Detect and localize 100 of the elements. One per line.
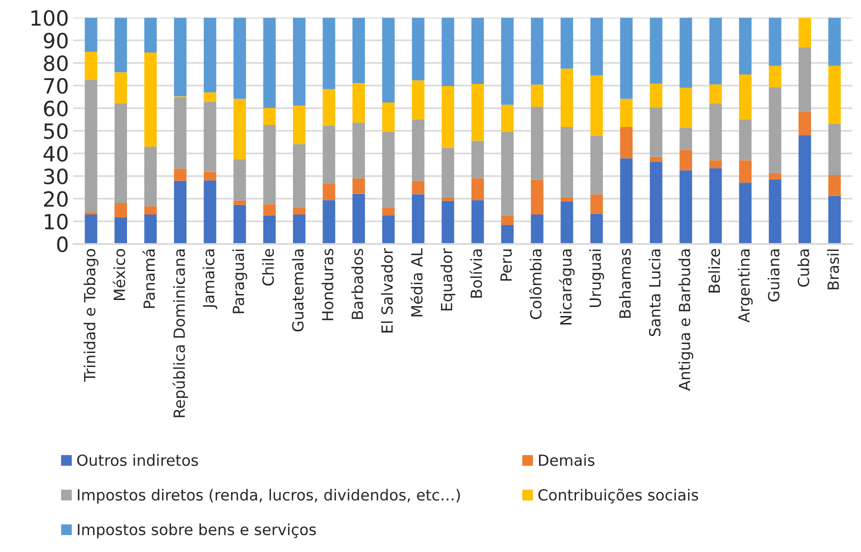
bar: [709, 84, 722, 104]
bar: [174, 18, 186, 96]
bar: [174, 168, 186, 181]
x-tick-label: Chile: [262, 248, 274, 286]
x-tick-label: Panamá: [142, 250, 155, 308]
bar: [768, 18, 782, 66]
bar: [620, 126, 633, 158]
bar: [84, 18, 98, 52]
bar: [114, 218, 128, 244]
x-tick-label: Peru: [500, 250, 512, 281]
bar: [412, 18, 424, 80]
legend-label: Impostos sobre bens e serviços: [78, 523, 316, 538]
y-tick-label: 10: [44, 214, 68, 230]
bar: [114, 72, 128, 104]
bar: [382, 208, 395, 216]
x-tick-label: Barbados: [351, 248, 364, 319]
y-tick-label: 80: [44, 55, 68, 72]
bar: [768, 172, 782, 180]
bar: [501, 132, 514, 216]
legend-label: Contribuições sociais: [538, 488, 698, 504]
y-tick-label: 50: [44, 123, 68, 140]
bar: [798, 48, 812, 112]
bar: [322, 126, 336, 184]
bar: [798, 18, 812, 48]
bar: [828, 174, 841, 196]
bar: [352, 83, 365, 123]
bar: [292, 105, 306, 144]
x-tick-label: Colômbia: [529, 250, 542, 320]
y-tick-label: 30: [44, 168, 68, 184]
x-tick-label: El Salvador: [381, 248, 393, 332]
bar: [233, 204, 246, 244]
bar: [471, 200, 484, 244]
x-tick-label: Santa Lucia: [648, 250, 661, 336]
bar: [680, 18, 692, 88]
bar: [442, 197, 454, 201]
bar: [352, 178, 365, 194]
bar: [412, 119, 424, 181]
bar: [620, 18, 633, 99]
bar: [739, 182, 752, 244]
bar: [560, 197, 574, 202]
x-tick-label: Antigua e Barbuda: [678, 250, 694, 391]
x-tick-label: México: [112, 248, 126, 300]
bar: [204, 172, 216, 180]
bar: [471, 140, 484, 178]
x-tick-label: Equador: [440, 248, 456, 310]
bar: [768, 87, 782, 173]
bar: [471, 84, 484, 141]
bar: [382, 215, 395, 244]
bar: [650, 18, 662, 84]
bar: [412, 180, 424, 194]
bar: [84, 52, 98, 80]
bar: [263, 18, 276, 108]
bar: [828, 66, 841, 124]
x-tick-label: Brasil: [827, 250, 839, 290]
x-tick-label: Nicarágua: [559, 250, 575, 324]
bar: [739, 18, 752, 74]
bar: [709, 160, 722, 168]
bar: [114, 18, 128, 72]
legend-label: Impostos diretos (renda, lucros, dividendos, etc…): [78, 488, 460, 504]
bar: [560, 18, 574, 69]
bar: [680, 150, 692, 170]
bar: [144, 52, 157, 147]
bar: [739, 119, 752, 160]
bar: [322, 200, 336, 244]
bar: [263, 124, 276, 204]
bar: [680, 128, 692, 150]
x-tick-label: Cuba: [797, 250, 810, 287]
x-tick-label: Bolívia: [470, 250, 482, 298]
bar: [84, 80, 98, 212]
legend-label: Demais: [539, 454, 594, 466]
bar: [590, 214, 603, 244]
x-tick-label: Jamaica: [202, 250, 218, 310]
bar: [590, 18, 603, 76]
x-tick-label: Guiana: [768, 250, 780, 302]
bar: [650, 156, 662, 162]
bar: [352, 194, 365, 244]
bar: [204, 92, 216, 102]
bar: [292, 18, 306, 106]
bar: [412, 194, 424, 244]
bar: [828, 196, 841, 244]
bar: [204, 180, 216, 244]
bar: [174, 97, 186, 169]
bar: [233, 200, 246, 205]
bar: [144, 146, 157, 206]
bar: [530, 214, 544, 244]
bar: [263, 204, 276, 216]
bar: [382, 132, 395, 208]
bar: [739, 160, 752, 183]
y-tick-label: 60: [44, 100, 68, 116]
bar: [680, 88, 692, 128]
bar: [650, 84, 662, 108]
x-tick-label: República Dominicana: [172, 250, 188, 418]
bar: [798, 135, 812, 244]
bar: [114, 103, 128, 204]
bar: [768, 179, 782, 244]
bar: [144, 214, 157, 244]
bar: [144, 206, 157, 215]
bar: [709, 168, 722, 244]
bar: [560, 126, 574, 198]
bar: [620, 158, 633, 244]
